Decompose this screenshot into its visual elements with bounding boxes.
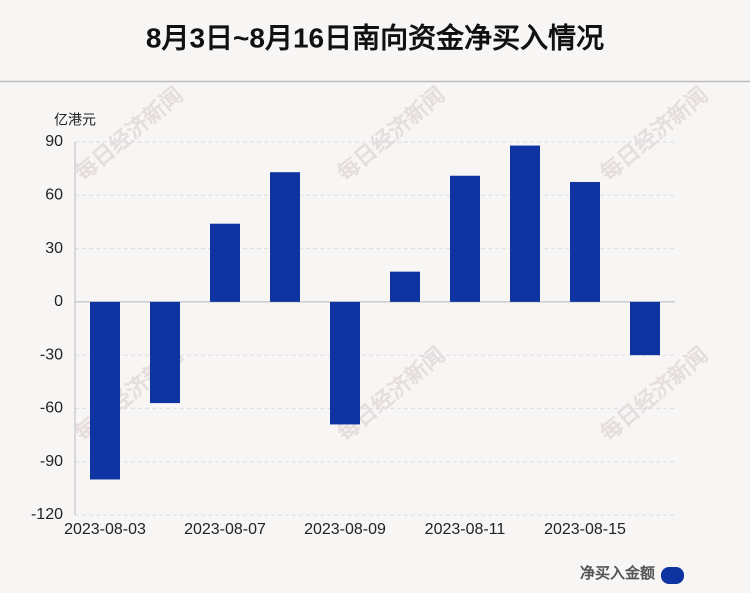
x-tick-label: 2023-08-15	[544, 521, 626, 538]
bar	[510, 145, 540, 302]
y-tick-label: -90	[40, 453, 63, 470]
bar	[270, 172, 300, 302]
y-axis-label: 亿港元	[54, 112, 96, 128]
y-tick-label: -120	[31, 506, 63, 523]
y-tick-label: -30	[40, 346, 63, 363]
bar	[90, 301, 120, 480]
bar	[150, 301, 180, 404]
legend-swatch	[661, 567, 684, 584]
bar	[330, 301, 360, 425]
legend-label: 净买入金额	[580, 564, 655, 582]
x-tick-label: 2023-08-09	[304, 521, 386, 538]
x-tick-label: 2023-08-07	[184, 521, 266, 538]
bar	[390, 271, 420, 302]
y-tick-label: 0	[54, 293, 63, 310]
x-tick-label: 2023-08-11	[425, 521, 506, 538]
bar	[450, 175, 480, 302]
y-tick-label: 90	[45, 133, 63, 150]
bar	[630, 301, 660, 356]
bar	[210, 223, 240, 302]
y-tick-label: -60	[40, 400, 63, 417]
bar	[570, 181, 600, 302]
chart-title: 8月3日~8月16日南向资金净买入情况	[146, 21, 604, 53]
x-tick-label: 2023-08-03	[64, 521, 146, 538]
y-tick-label: 60	[45, 187, 63, 204]
y-tick-label: 30	[45, 240, 63, 257]
